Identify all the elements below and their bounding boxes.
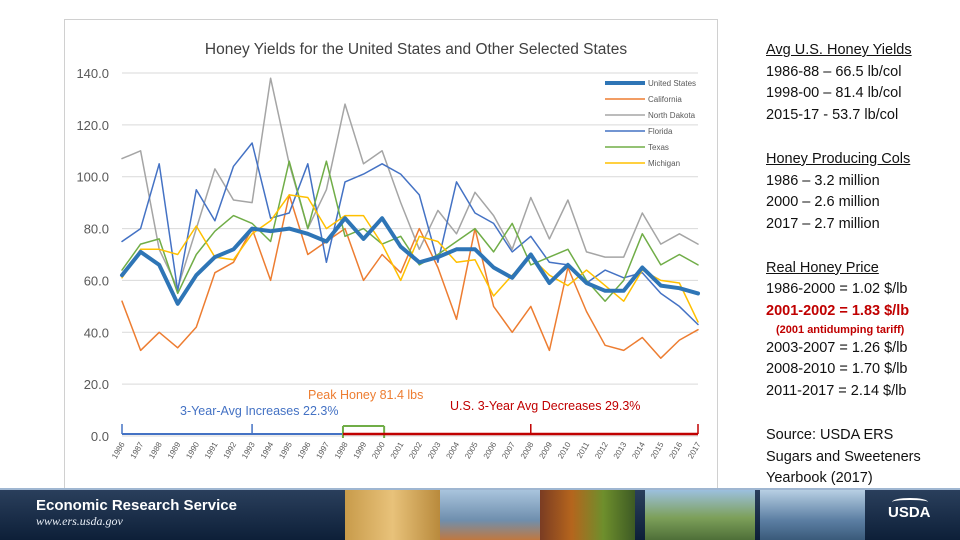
x-tick-label: 2005 bbox=[463, 440, 480, 460]
honey-yields-chart: Honey Yields for the United States and O… bbox=[76, 41, 703, 460]
x-tick-label: 2007 bbox=[500, 440, 517, 460]
x-tick-label: 2006 bbox=[482, 440, 499, 460]
produce-photo bbox=[540, 490, 635, 540]
x-tick-label: 1997 bbox=[314, 440, 331, 460]
decrease-annotation: U.S. 3-Year Avg Decreases 29.3% bbox=[450, 399, 640, 413]
y-tick-label: 0.0 bbox=[91, 429, 109, 444]
x-tick-label: 1987 bbox=[129, 440, 146, 460]
avg-yields-block: Avg U.S. Honey Yields 1986-88 – 66.5 lb/… bbox=[766, 40, 956, 127]
usda-logo-arc bbox=[892, 498, 928, 506]
legend-label: California bbox=[648, 95, 682, 104]
series-line-michigan bbox=[121, 194, 699, 323]
cols-line: 1986 – 3.2 million bbox=[766, 172, 880, 189]
legend-label: United States bbox=[648, 79, 696, 88]
wheat-photo bbox=[345, 490, 440, 540]
cols-block: Honey Producing Cols 1986 – 3.2 million … bbox=[766, 149, 956, 236]
source-block: Source: USDA ERS Sugars and Sweeteners Y… bbox=[766, 425, 956, 490]
y-tick-label: 60.0 bbox=[84, 273, 109, 288]
landscape-photo bbox=[645, 490, 755, 540]
price-highlight: 2001-2002 = 1.83 $/lb bbox=[766, 303, 910, 320]
x-tick-label: 2004 bbox=[444, 440, 461, 460]
usda-logo: USDA bbox=[888, 504, 931, 521]
y-tick-label: 40.0 bbox=[84, 325, 109, 340]
x-tick-label: 1995 bbox=[277, 440, 294, 460]
series-line-north-dakota bbox=[121, 77, 699, 289]
chart-title: Honey Yields for the United States and O… bbox=[205, 41, 627, 58]
legend-label: North Dakota bbox=[648, 111, 696, 120]
x-tick-label: 2001 bbox=[389, 440, 406, 460]
price-line: 1986-2000 = 1.02 $/lb bbox=[766, 281, 908, 298]
cols-line: 2000 – 2.6 million bbox=[766, 194, 880, 211]
price-line: 2011-2017 = 2.14 $/lb bbox=[766, 383, 907, 400]
x-tick-label: 2013 bbox=[612, 440, 629, 460]
series-line-united-states bbox=[120, 216, 700, 306]
footer-banner: Economic Research Service www.ers.usda.g… bbox=[0, 490, 960, 540]
water-photo bbox=[760, 490, 865, 540]
x-tick-label: 1990 bbox=[184, 440, 201, 460]
ers-url[interactable]: www.ers.usda.gov bbox=[36, 514, 123, 528]
y-tick-label: 20.0 bbox=[84, 377, 109, 392]
sidebar: Avg U.S. Honey Yields 1986-88 – 66.5 lb/… bbox=[766, 40, 956, 512]
avg-yields-heading: Avg U.S. Honey Yields bbox=[766, 42, 912, 58]
x-tick-label: 2010 bbox=[556, 440, 573, 460]
avg-yields-line: 1986-88 – 66.5 lb/col bbox=[766, 63, 902, 80]
legend-label: Texas bbox=[648, 143, 669, 152]
x-tick-label: 1992 bbox=[222, 440, 239, 460]
series-line-texas bbox=[121, 160, 699, 302]
series-line-california bbox=[121, 194, 699, 359]
x-tick-label: 1988 bbox=[147, 440, 164, 460]
price-line: 2003-2007 = 1.26 $/lb bbox=[766, 339, 908, 356]
price-note: (2001 antidumping tariff) bbox=[776, 323, 905, 336]
x-tick-label: 1994 bbox=[259, 440, 276, 460]
legend-label: Florida bbox=[648, 127, 673, 136]
y-tick-label: 140.0 bbox=[76, 66, 109, 81]
x-tick-label: 2002 bbox=[407, 440, 424, 460]
x-tick-label: 2017 bbox=[686, 440, 703, 460]
chart-frame: Honey Yields for the United States and O… bbox=[64, 19, 718, 491]
x-tick-label: 1999 bbox=[352, 440, 369, 460]
x-tick-label: 2016 bbox=[667, 440, 684, 460]
x-tick-label: 2015 bbox=[649, 440, 666, 460]
x-tick-label: 1998 bbox=[333, 440, 350, 460]
avg-yields-line: 1998-00 – 81.4 lb/col bbox=[766, 85, 902, 102]
y-tick-label: 80.0 bbox=[84, 222, 109, 237]
cols-line: 2017 – 2.7 million bbox=[766, 215, 880, 232]
price-block: Real Honey Price 1986-2000 = 1.02 $/lb 2… bbox=[766, 258, 956, 403]
cols-heading: Honey Producing Cols bbox=[766, 150, 911, 167]
x-tick-label: 1989 bbox=[166, 440, 183, 460]
legend-label: Michigan bbox=[648, 159, 680, 168]
source-line: Source: USDA ERS bbox=[766, 426, 894, 443]
y-tick-label: 100.0 bbox=[76, 170, 109, 185]
x-tick-label: 2014 bbox=[630, 440, 647, 460]
x-tick-label: 2000 bbox=[370, 440, 387, 460]
x-tick-label: 1991 bbox=[203, 440, 220, 460]
x-tick-label: 1986 bbox=[110, 440, 127, 460]
ship-photo bbox=[440, 490, 540, 540]
x-tick-label: 2011 bbox=[575, 440, 592, 460]
source-line: Yearbook (2017) bbox=[766, 470, 873, 487]
x-tick-label: 2008 bbox=[519, 440, 536, 460]
footer-divider bbox=[0, 488, 960, 490]
increase-annotation: 3-Year-Avg Increases 22.3% bbox=[180, 404, 338, 418]
ers-title: Economic Research Service bbox=[36, 497, 237, 514]
peak-annotation: Peak Honey 81.4 lbs bbox=[308, 388, 423, 402]
x-tick-label: 2003 bbox=[426, 440, 443, 460]
source-line: Sugars and Sweeteners bbox=[766, 448, 921, 465]
price-line: 2008-2010 = 1.70 $/lb bbox=[766, 361, 908, 378]
x-tick-label: 1993 bbox=[240, 440, 257, 460]
x-tick-label: 1996 bbox=[296, 440, 313, 460]
x-tick-label: 2009 bbox=[537, 440, 554, 460]
series-line-florida bbox=[121, 142, 699, 326]
y-tick-label: 120.0 bbox=[76, 118, 109, 133]
price-heading: Real Honey Price bbox=[766, 259, 879, 276]
avg-yields-line: 2015-17 - 53.7 lb/col bbox=[766, 107, 899, 124]
x-tick-label: 2012 bbox=[593, 440, 610, 460]
